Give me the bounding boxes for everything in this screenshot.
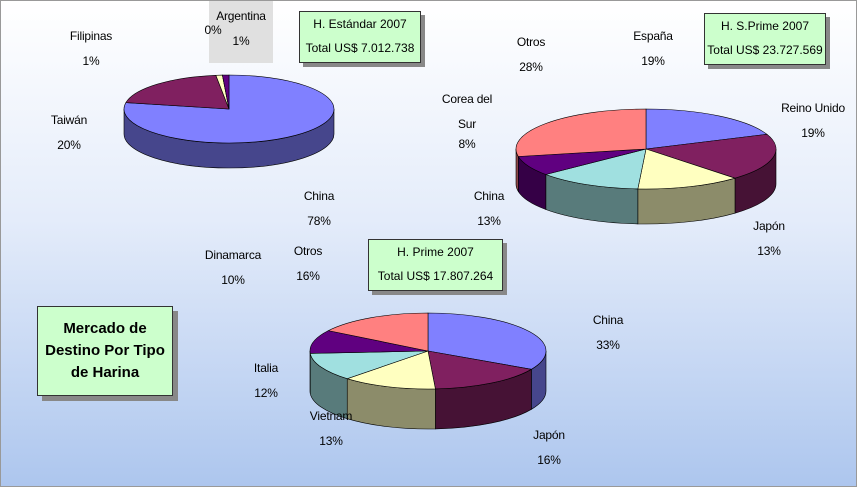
total-box: H. Prime 2007 Total US$ 17.807.264: [368, 239, 503, 291]
chart-title: H. Estándar 2007: [313, 17, 407, 31]
main-title: Mercado de Destino Por Tipo de Harina: [37, 306, 173, 396]
slice-label: Filipinas: [69, 29, 113, 43]
slice-value-label: 19%: [801, 126, 825, 140]
pie-slice: [645, 108, 768, 150]
pie-slice: [222, 74, 230, 110]
chart-subtitle: Total US$ 23.727.569: [707, 43, 823, 57]
pie-slice: [515, 108, 647, 157]
slice-value-label: 19%: [641, 54, 665, 68]
slice-value-label: 12%: [254, 386, 278, 400]
slice-value-label: 20%: [57, 138, 81, 152]
slice-label: Otros: [293, 244, 323, 258]
chart-subtitle: Total US$ 7.012.738: [305, 41, 415, 55]
slice-label: Argentina: [216, 9, 266, 23]
slice-value-label: 13%: [319, 434, 343, 448]
slice-label: Italia: [253, 361, 279, 375]
pie-slice: [637, 148, 737, 190]
pie-slice: [309, 330, 429, 354]
slice-label: Vietnam: [309, 409, 353, 423]
slice-label: España: [633, 29, 673, 43]
slice-label: Dinamarca: [204, 248, 262, 262]
pie-slice: [544, 148, 647, 190]
chart-title: H. Prime 2007: [397, 245, 474, 259]
slice-value-label: 16%: [537, 453, 561, 467]
total-box: H. Estándar 2007 Total US$ 7.012.738: [299, 11, 421, 63]
pie-slice: [327, 312, 429, 352]
slice-label: Reino Unido: [781, 101, 845, 115]
slice-value-label: 1%: [232, 34, 250, 48]
total-box: H. S.Prime 2007 Total US$ 23.727.569: [704, 13, 826, 65]
pie-slice: [427, 312, 547, 370]
slice-value-label: 13%: [477, 214, 501, 228]
slice-label: Taiwán: [50, 113, 88, 127]
pie-slice: [645, 133, 777, 179]
pie-slice: [427, 350, 533, 390]
slice-value-label: 78%: [307, 214, 331, 228]
slice-value-label: 33%: [596, 338, 620, 352]
slice-label: China: [303, 189, 335, 203]
slice-label: China: [473, 189, 505, 203]
slice-label: Japón: [533, 428, 565, 442]
slice-value-label: 8%: [458, 137, 476, 151]
chart-title: H. S.Prime 2007: [720, 19, 810, 33]
pie-slice: [125, 74, 230, 110]
slice-value-label: 10%: [221, 273, 245, 287]
slice-label: Japón: [753, 219, 785, 233]
slice-value-label: 0%: [204, 23, 222, 37]
pie-slice: [309, 350, 429, 380]
slice-value-label: 28%: [519, 60, 543, 74]
slice-value-label: 1%: [82, 54, 100, 68]
slice-value-label: 16%: [296, 269, 320, 283]
slice-label: China: [592, 313, 624, 327]
slice-label: Otros: [516, 35, 546, 49]
slice-value-label: 13%: [757, 244, 781, 258]
pie-slice: [346, 350, 436, 390]
slice-label: Corea del Sur: [441, 92, 493, 131]
chart-subtitle: Total US$ 17.807.264: [377, 269, 494, 283]
label-background: [209, 1, 273, 63]
